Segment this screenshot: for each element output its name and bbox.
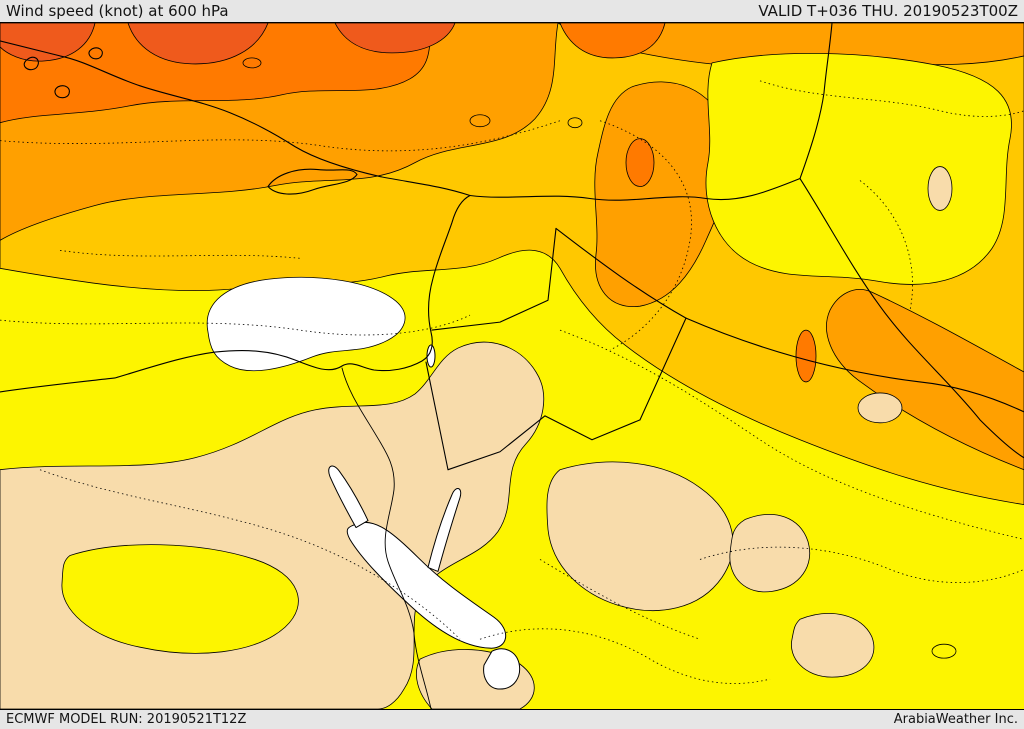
geography-lines — [0, 23, 1024, 709]
mediterranean-coastline — [0, 194, 471, 393]
contour-region-cream-east1 — [927, 166, 953, 211]
gulf-of-aqaba-water — [427, 488, 462, 572]
contour-region-darkorange-oval2 — [795, 329, 817, 383]
border-turkey-iran — [799, 23, 833, 180]
red-sea-water — [346, 521, 506, 649]
water-bodies — [328, 344, 521, 690]
contour-region-cream-se — [790, 613, 875, 678]
dead-sea-water — [426, 344, 436, 368]
border-turkey-south — [469, 177, 801, 201]
contour-region-darkorange-top — [559, 23, 666, 59]
cyprus-outline — [267, 168, 358, 195]
map-header-bar: Wind speed (knot) at 600 hPa VALID T+036… — [0, 0, 1024, 22]
map-title: Wind speed (knot) at 600 hPa — [6, 2, 229, 20]
border-syria-jordan — [431, 227, 557, 331]
wind-fill-regions — [0, 23, 1024, 709]
nile-river — [341, 367, 432, 709]
map-footer-bar: ECMWF MODEL RUN: 20190521T12Z ArabiaWeat… — [0, 710, 1024, 729]
border-jordan-saudi — [447, 415, 641, 471]
contour-region-cream-saudi1 — [546, 461, 734, 611]
aegean-island3 — [88, 47, 103, 60]
small-contour-rings — [242, 57, 957, 659]
border-iraq-iran — [799, 177, 1024, 459]
valid-time-label: VALID T+036 THU. 20190523T00Z — [758, 2, 1018, 20]
contour-region-red-nw2 — [127, 23, 269, 65]
attribution-label: ArabiaWeather Inc. — [893, 712, 1018, 727]
contour-region-red-nw3 — [334, 23, 456, 54]
contour-region-yellow-ne — [705, 52, 1012, 285]
aegean-island1 — [23, 56, 39, 71]
gulf-of-suez-water — [328, 465, 369, 529]
wind-speed-map-svg — [0, 23, 1024, 709]
border-syria-iraq — [555, 227, 687, 319]
aegean-island2 — [54, 85, 70, 99]
contour-region-red-nw1 — [0, 23, 96, 62]
border-iraq-saudi — [685, 317, 1024, 413]
border-jordan-iraq — [639, 317, 687, 421]
contour-region-darkorange-oval1 — [625, 138, 655, 187]
model-run-label: ECMWF MODEL RUN: 20190521T12Z — [6, 712, 247, 727]
turkey-coastline — [0, 40, 471, 197]
contour-region-orange-se-band — [826, 289, 1024, 471]
contour-region-yellow-hole-sw — [61, 544, 299, 654]
dotted-contour-lines — [0, 80, 1024, 684]
contour-region-darkorange-nw — [0, 23, 433, 124]
contour-region-cream-saudi2 — [729, 514, 810, 593]
border-egypt-israel — [425, 361, 449, 471]
contour-region-cream-east2 — [857, 392, 903, 424]
contour-region-white-min — [206, 276, 406, 372]
red-sea-south-water — [483, 648, 521, 690]
map-canvas — [0, 22, 1024, 710]
